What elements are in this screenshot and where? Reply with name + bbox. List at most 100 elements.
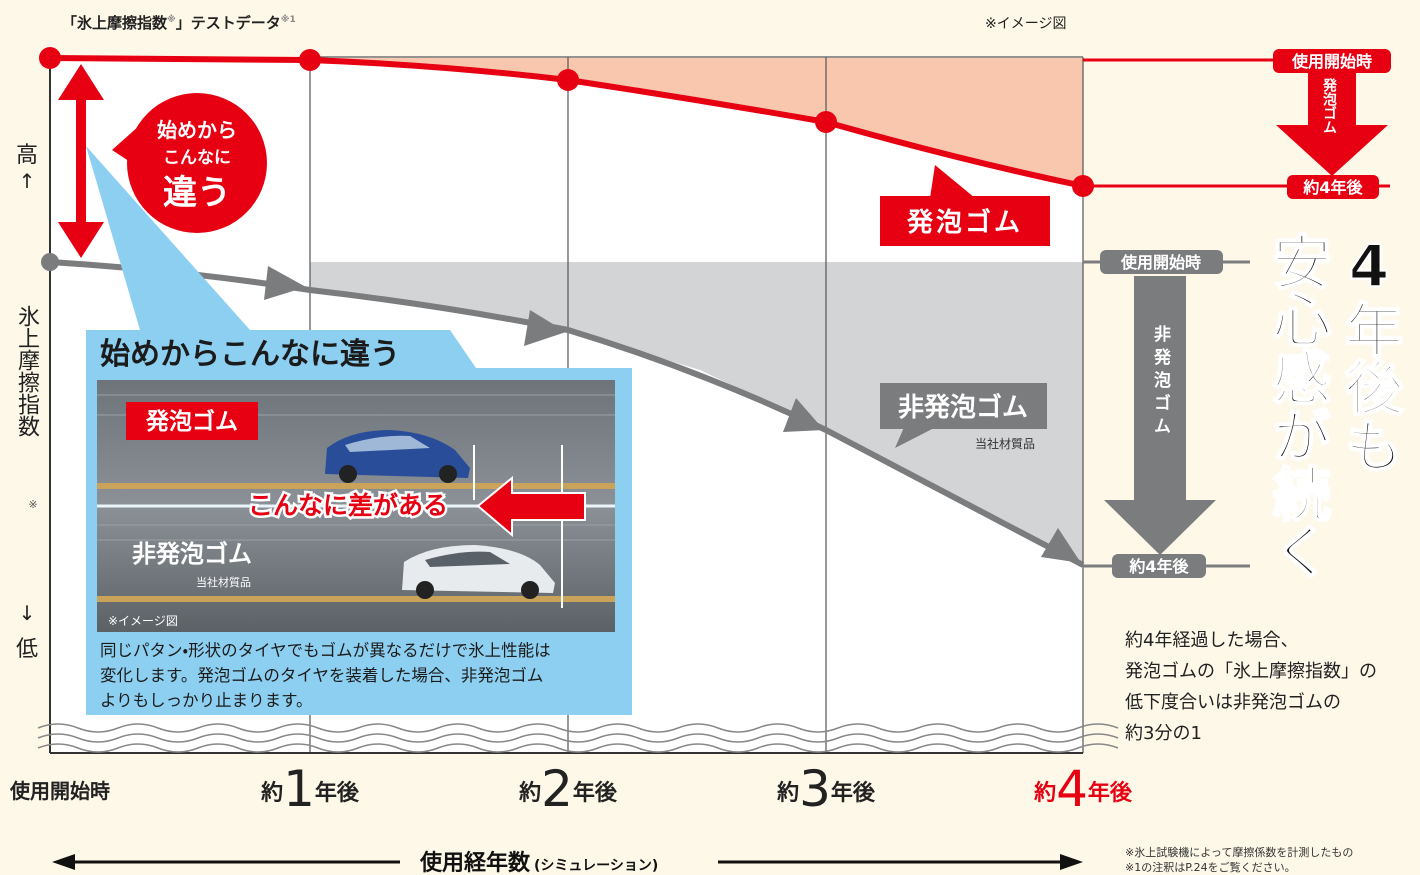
bubble-text: 違う	[163, 173, 231, 213]
inset-title-tab	[86, 330, 476, 368]
y-high: 高	[16, 143, 38, 168]
non-foam-arrow-label: 非発泡ゴム	[1150, 325, 1170, 440]
y-low-arrow: ↓	[19, 601, 36, 625]
inset-title: 始めからこんなに違う	[100, 337, 400, 372]
x-label-prefix: 約	[776, 780, 799, 806]
x-label-prefix: 約	[260, 780, 283, 806]
footnote: ※氷上試験機によって摩擦係数を計測したもの	[1125, 845, 1353, 859]
inset-caption-line: 同じパタン・形状のタイヤでもゴムが異なるだけで氷上性能は	[100, 640, 551, 660]
photo-image-note: ※イメージ図	[108, 614, 178, 628]
wave-line	[37, 743, 1119, 753]
foam-end-box	[1287, 175, 1379, 199]
car-window	[425, 551, 510, 567]
arrow-head	[58, 222, 104, 258]
arrowhead	[264, 266, 306, 300]
wheel	[416, 581, 434, 599]
photo-track	[97, 483, 615, 489]
wheel	[439, 465, 457, 483]
photo-track	[97, 596, 615, 602]
foam-arrow-label: 発泡ゴム	[1321, 78, 1337, 134]
x-label-suffix: 年後	[1088, 780, 1133, 806]
foam-point	[299, 49, 321, 71]
headline: 4年後も	[1334, 231, 1404, 475]
foam-start-label: 使用開始時	[1291, 52, 1372, 71]
x-label-suffix: 年後	[315, 780, 360, 806]
x-label: 約3年後	[776, 760, 876, 818]
arrow-shaft	[76, 92, 86, 228]
x-label-number: 2	[541, 760, 573, 818]
y-axis-label: 氷上摩擦指数	[14, 305, 39, 437]
x-title-arrow-head	[1060, 854, 1083, 870]
foam-decline-area	[310, 58, 1083, 186]
wheel	[521, 581, 539, 599]
non-foam-start-point	[41, 253, 59, 271]
inset-caption-line: 変化します。発泡ゴムのタイヤを装着した場合、非発泡ゴム	[100, 665, 543, 685]
y-high-arrow: ↑	[19, 169, 36, 193]
car-window	[345, 435, 430, 452]
x-label-prefix: 約	[1033, 780, 1056, 806]
callout-pointer	[86, 146, 250, 330]
image-note: ※イメージ図	[985, 16, 1066, 32]
difference-arrow	[58, 64, 104, 258]
headline: 安心感が続く	[1262, 231, 1332, 581]
inset-caption-line: よりもしっかり止まります。	[100, 691, 313, 710]
x-labels: 約1年後 約2年後 約3年後 約4年後	[260, 760, 1133, 818]
non-foam-end-box	[1112, 554, 1206, 578]
arrow-head	[58, 64, 104, 100]
header-title-part: 「氷上摩擦指数	[62, 14, 168, 32]
wave-line	[37, 723, 1119, 733]
header-title-note: ※1	[281, 14, 296, 25]
foam-line	[49, 55, 1084, 189]
non-foam-end-label: 約4年後	[1128, 557, 1189, 576]
header-title: 「氷上摩擦指数※」テストデータ※1	[62, 14, 296, 32]
arrowhead	[1041, 528, 1081, 563]
x-label-number: 1	[283, 760, 315, 818]
bubble-text: 始めから	[157, 118, 237, 142]
x-title-sub: (シミュレーション)	[534, 858, 658, 874]
x-label-suffix: 年後	[573, 780, 618, 806]
x-label: 約2年後	[518, 760, 618, 818]
foam-point	[39, 47, 61, 69]
gap-arrow	[476, 475, 586, 538]
x-label-prefix: 約	[518, 780, 541, 806]
x-label: 約4年後	[1033, 760, 1133, 818]
summary-line: 約4年経過した場合、	[1125, 630, 1298, 651]
summary-line: 低下度合いは非発泡ゴムの	[1125, 692, 1341, 713]
x-title-main: 使用経年数	[419, 850, 531, 875]
non-foam-start-label: 使用開始時	[1120, 253, 1201, 272]
bubble	[127, 93, 267, 233]
y-label-note: ※	[28, 498, 37, 511]
non-foam-line	[49, 259, 1085, 568]
photo-non-foam-note: 当社材質品	[196, 575, 251, 589]
foam-drop-arrow	[1276, 73, 1388, 176]
non-foam-drop-arrow	[1104, 276, 1216, 555]
arrowhead	[783, 398, 824, 432]
footnote: ※1の注釈はP.24をご覧ください。	[1125, 860, 1296, 874]
non-foam-decline-area	[310, 262, 1083, 565]
non-foam-label: 非発泡ゴム	[898, 392, 1028, 423]
summary-line: 約3分の1	[1125, 723, 1202, 744]
foam-label: 発泡ゴム	[906, 207, 1023, 238]
foam-label-box	[880, 196, 1050, 246]
non-foam-label-tail	[895, 425, 940, 448]
non-foam-label-box	[880, 383, 1047, 429]
photo-gap-label: こんなに差がある	[248, 491, 448, 520]
photo-foam-label: 発泡ゴム	[145, 408, 238, 435]
foam-end-label: 約4年後	[1302, 178, 1363, 197]
non-foam-note: 当社材質品	[975, 436, 1035, 451]
wave-line	[37, 733, 1119, 743]
foam-points	[39, 47, 1094, 197]
bubble-text: こんなに	[163, 148, 231, 168]
arrowhead	[524, 310, 566, 346]
x-title: 使用経年数 (シミュレーション)	[419, 850, 658, 875]
header-title-part: 」テストデータ	[176, 14, 281, 32]
foam-point	[557, 69, 579, 91]
photo-foam-label-box	[126, 402, 258, 440]
x-label-number: 4	[1056, 760, 1088, 818]
x-label: 約1年後	[260, 760, 360, 818]
foam-point	[815, 111, 837, 133]
x-label: 使用開始時	[9, 779, 110, 803]
